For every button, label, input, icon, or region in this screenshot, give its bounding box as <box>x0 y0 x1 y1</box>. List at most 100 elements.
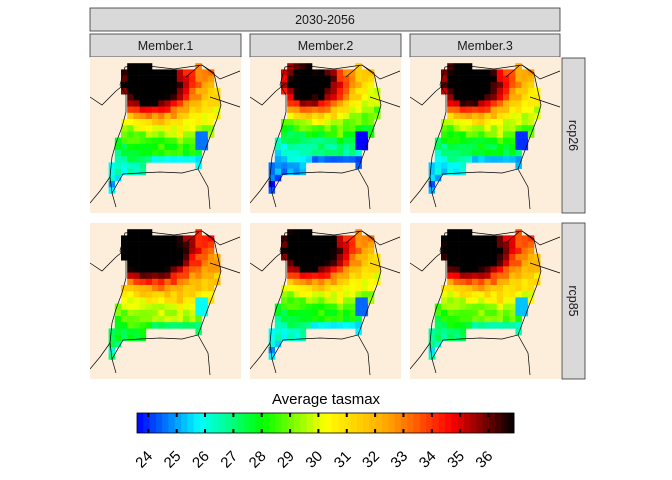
heatmap-cell <box>306 125 313 132</box>
heatmap-cell <box>306 107 313 114</box>
heatmap-cell <box>349 266 356 273</box>
colorbar-segment <box>439 413 446 433</box>
heatmap-cell <box>115 335 122 342</box>
heatmap-cell <box>133 144 140 151</box>
heatmap-cell <box>189 150 196 157</box>
heatmap-cell <box>158 273 165 280</box>
heatmap-cell <box>447 322 454 329</box>
heatmap-cell <box>287 119 294 126</box>
heatmap-cell <box>343 94 350 101</box>
heatmap-cell <box>312 316 319 323</box>
heatmap-cell <box>164 279 171 286</box>
heatmap-cell <box>300 279 307 286</box>
heatmap-cell <box>460 335 467 342</box>
heatmap-cell <box>300 254 307 261</box>
heatmap-cell <box>318 131 325 138</box>
heatmap-cell <box>109 162 116 169</box>
heatmap-cell <box>318 248 325 255</box>
heatmap-cell <box>195 150 202 157</box>
heatmap-cell <box>472 119 479 126</box>
heatmap-cell <box>158 144 165 151</box>
heatmap-cell <box>164 297 171 304</box>
heatmap-cell <box>318 138 325 145</box>
heatmap-cell <box>171 76 178 83</box>
heatmap-cell <box>127 162 134 169</box>
heatmap-cell <box>497 322 504 329</box>
heatmap-cell <box>306 266 313 273</box>
heatmap-cell <box>509 107 516 114</box>
heatmap-cell <box>447 266 454 273</box>
heatmap-cell <box>195 304 202 311</box>
heatmap-cell <box>287 260 294 267</box>
heatmap-cell <box>478 144 485 151</box>
heatmap-cell <box>121 150 128 157</box>
heatmap-cell <box>293 316 300 323</box>
heatmap-cell <box>503 248 510 255</box>
heatmap-cell <box>331 235 338 242</box>
heatmap-cell <box>368 279 375 286</box>
heatmap-cell <box>189 100 196 107</box>
heatmap-cell <box>515 260 522 267</box>
heatmap-cell <box>453 144 460 151</box>
heatmap-cell <box>306 88 313 95</box>
heatmap-cell <box>503 322 510 329</box>
heatmap-cell <box>509 119 516 126</box>
heatmap-cell <box>306 285 313 292</box>
heatmap-cell <box>318 94 325 101</box>
heatmap-cell <box>287 291 294 298</box>
heatmap-cell <box>158 248 165 255</box>
heatmap-cell <box>324 69 331 76</box>
heatmap-cell <box>293 119 300 126</box>
heatmap-cell <box>115 316 122 323</box>
heatmap-cell <box>195 94 202 101</box>
heatmap-cell <box>324 235 331 242</box>
heatmap-cell <box>453 169 460 176</box>
heatmap-cell <box>466 316 473 323</box>
heatmap-cell <box>460 119 467 126</box>
heatmap-cell <box>300 304 307 311</box>
heatmap-cell <box>466 156 473 163</box>
heatmap-cell <box>466 310 473 317</box>
heatmap-cell <box>460 242 467 249</box>
heatmap-cell <box>287 69 294 76</box>
heatmap-cell <box>484 131 491 138</box>
heatmap-cell <box>293 162 300 169</box>
heatmap-cell <box>183 150 190 157</box>
heatmap-cell <box>331 107 338 114</box>
heatmap-cell <box>355 254 362 261</box>
heatmap-cell <box>497 304 504 311</box>
heatmap-cell <box>140 254 147 261</box>
heatmap-cell <box>522 242 529 249</box>
legend-tick-label: 24 <box>132 448 156 472</box>
heatmap-cell <box>515 279 522 286</box>
heatmap-cell <box>484 235 491 242</box>
heatmap-cell <box>293 273 300 280</box>
heatmap-cell <box>287 150 294 157</box>
heatmap-cell <box>515 76 522 83</box>
heatmap-cell <box>133 316 140 323</box>
heatmap-cell <box>133 125 140 132</box>
heatmap-cell <box>484 94 491 101</box>
heatmap-cell <box>343 291 350 298</box>
heatmap-cell <box>183 113 190 120</box>
heatmap-cell <box>152 88 159 95</box>
heatmap-cell <box>343 138 350 145</box>
heatmap-cell <box>177 94 184 101</box>
heatmap-cell <box>491 69 498 76</box>
heatmap-cell <box>497 242 504 249</box>
heatmap-cell <box>447 254 454 261</box>
heatmap-cell <box>343 279 350 286</box>
heatmap-cell <box>355 138 362 145</box>
heatmap-cell <box>287 279 294 286</box>
heatmap-cell <box>528 100 535 107</box>
heatmap-cell <box>453 273 460 280</box>
heatmap-cell <box>447 76 454 83</box>
heatmap-cell <box>202 248 209 255</box>
heatmap-cell <box>484 156 491 163</box>
heatmap-cell <box>121 316 128 323</box>
heatmap-cell <box>509 138 516 145</box>
heatmap-cell <box>293 235 300 242</box>
heatmap-cell <box>447 169 454 176</box>
heatmap-cell <box>466 279 473 286</box>
heatmap-cell <box>133 304 140 311</box>
